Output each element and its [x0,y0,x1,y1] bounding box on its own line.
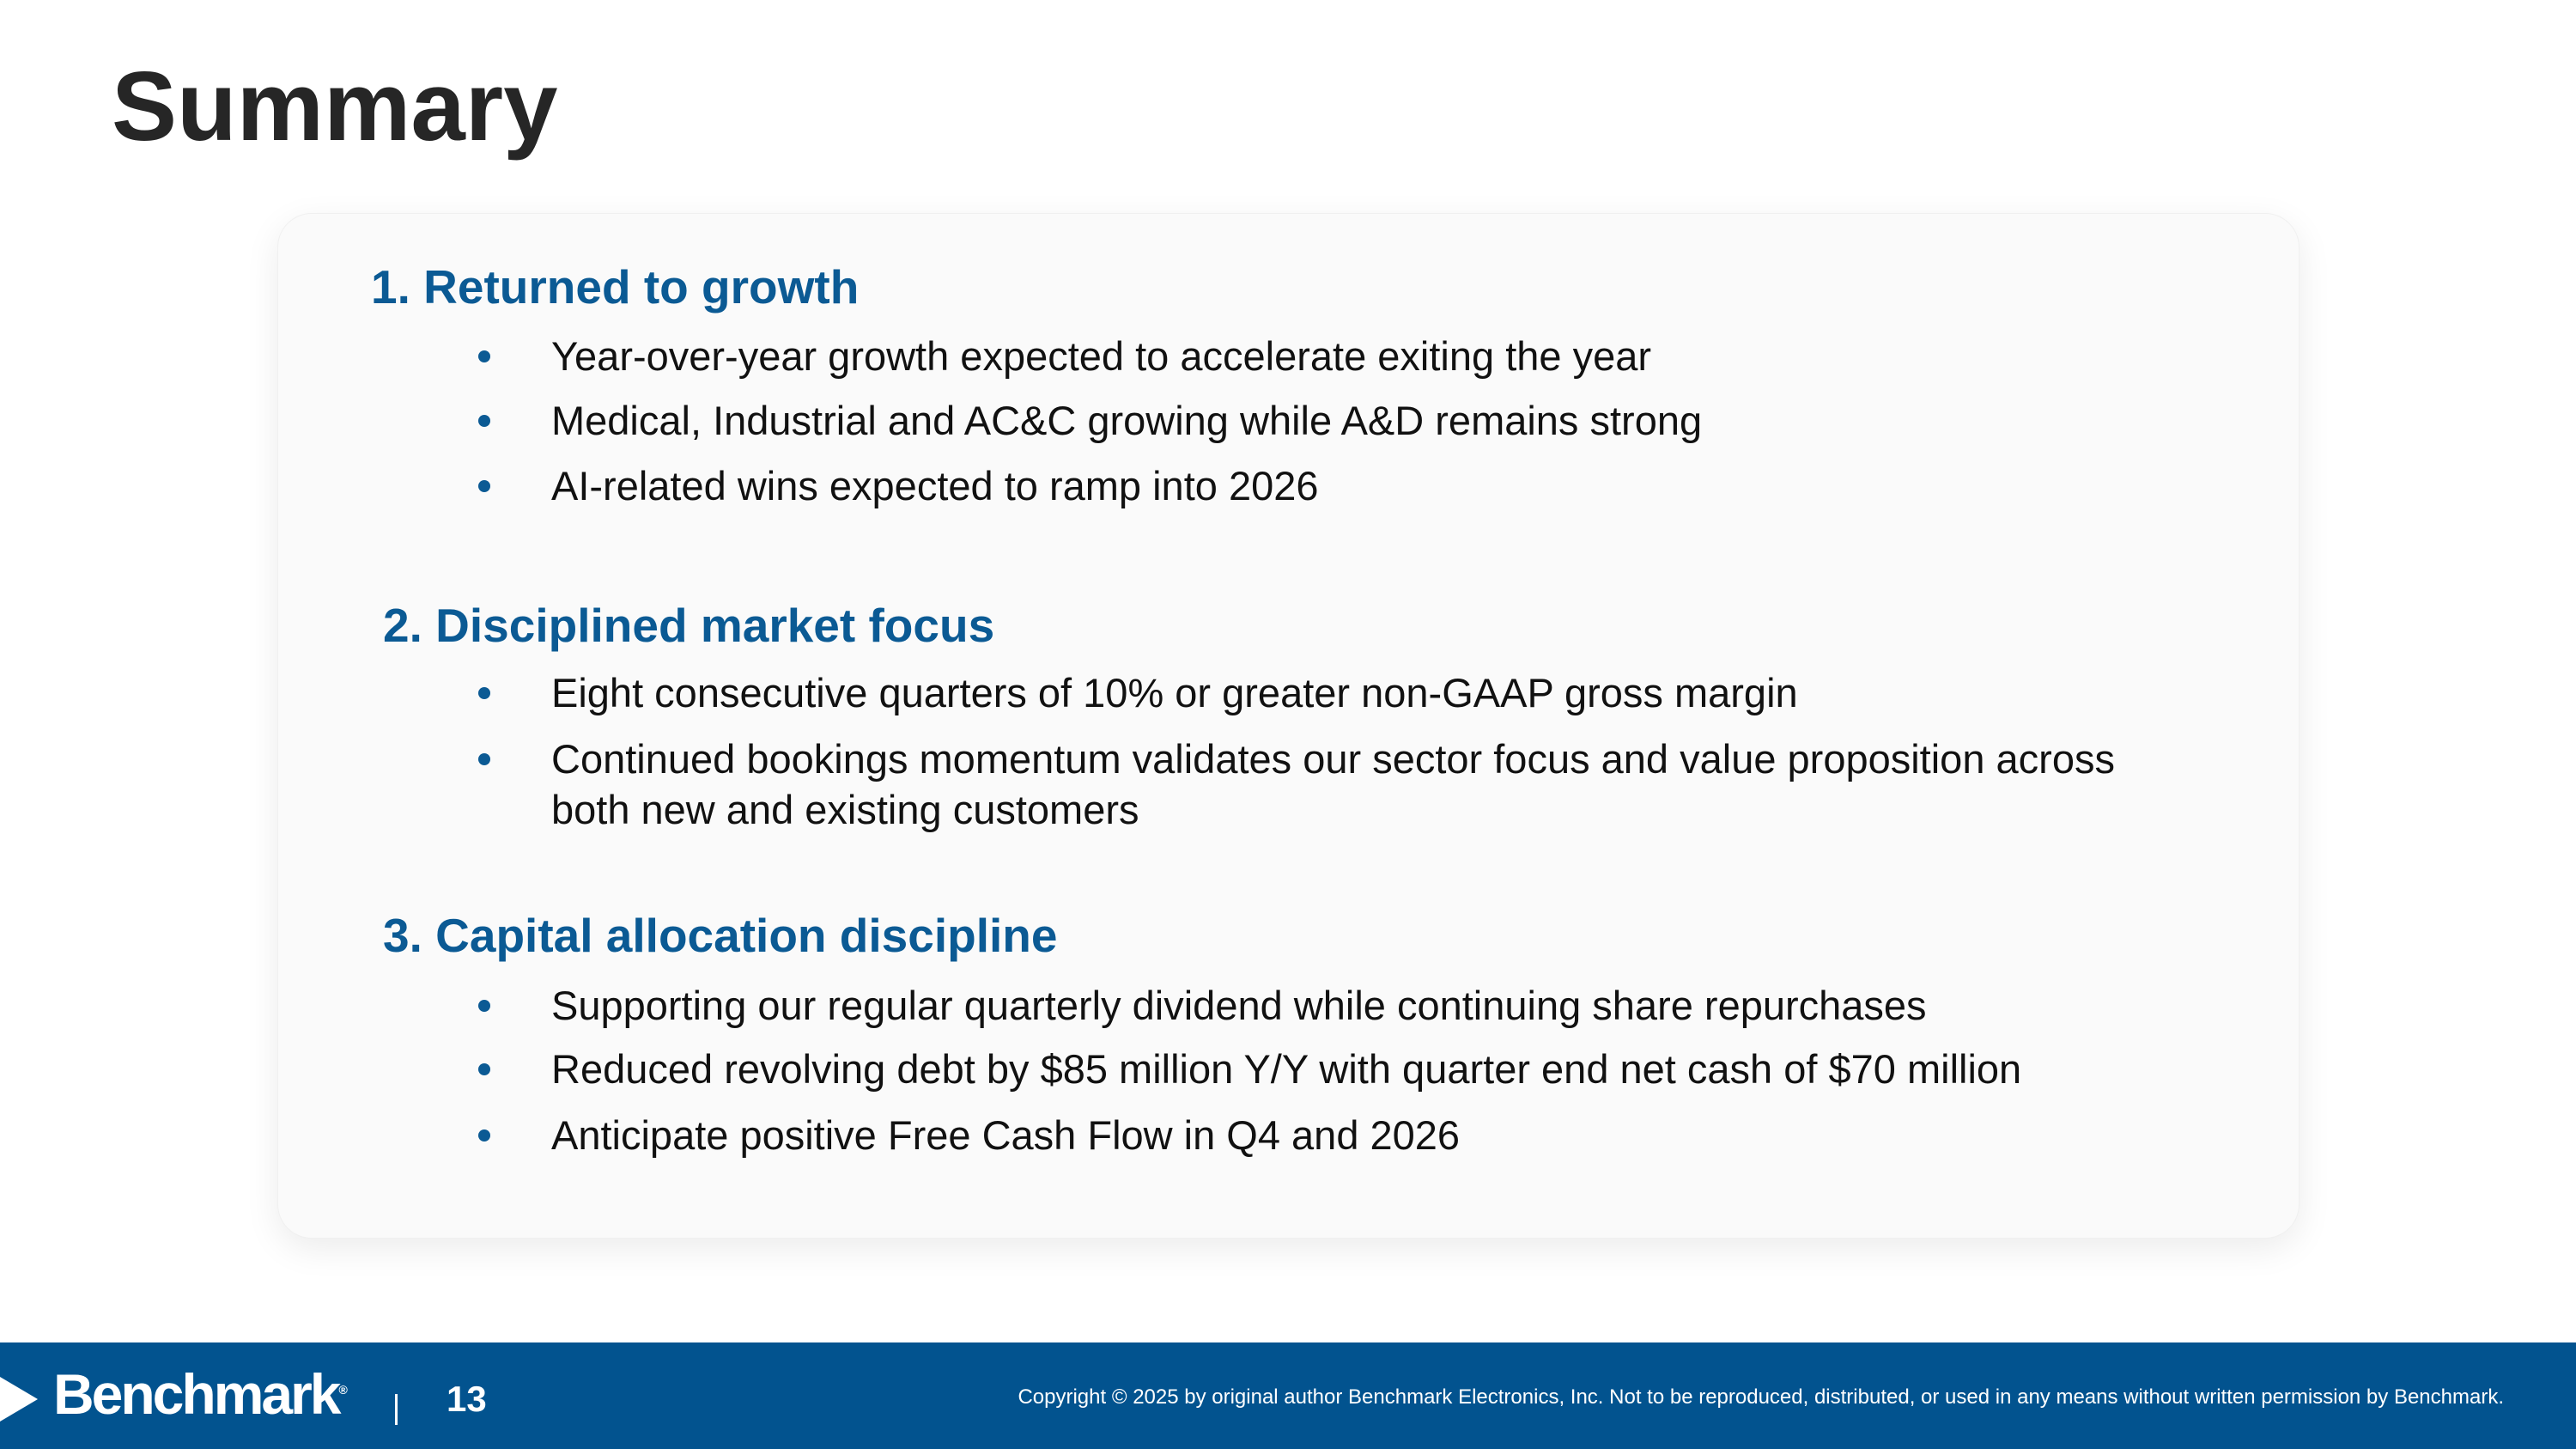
section-heading: 1. Returned to growth [371,260,860,314]
section-heading: 3. Capital allocation discipline [383,909,1058,962]
copyright-text: Copyright © 2025 by original author Benc… [1018,1385,2504,1409]
logo-arrow-icon [0,1377,38,1422]
bullet-text-continued: both new and existing customers [551,787,1139,832]
bullet-text: AI-related wins expected to ramp into 20… [551,463,1319,508]
bullet-icon [478,687,490,699]
bullet-text: Supporting our regular quarterly dividen… [551,983,1927,1028]
bullet-icon [478,1063,490,1075]
bullet-icon [478,415,490,427]
divider [395,1394,398,1425]
bullet-icon [478,1129,490,1142]
footer: Benchmark® 13 Copyright © 2025 by origin… [0,1342,2576,1449]
page-number: 13 [447,1379,487,1419]
benchmark-logo: Benchmark® [53,1362,348,1426]
section-heading: 2. Disciplined market focus [383,599,995,652]
bullet-icon [478,480,490,492]
summary-card [277,213,2300,1239]
bullet-text: Continued bookings momentum validates ou… [551,736,2115,782]
bullet-icon [478,350,490,362]
bullet-text: Medical, Industrial and AC&C growing whi… [551,398,1703,443]
page-title: Summary [112,52,558,161]
bullet-icon [478,753,490,765]
bullet-icon [478,1000,490,1012]
bullet-text: Anticipate positive Free Cash Flow in Q4… [551,1112,1461,1158]
bullet-text: Reduced revolving debt by $85 million Y/… [551,1046,2022,1092]
bullet-text: Eight consecutive quarters of 10% or gre… [551,670,1798,715]
bullet-text: Year-over-year growth expected to accele… [551,333,1652,379]
